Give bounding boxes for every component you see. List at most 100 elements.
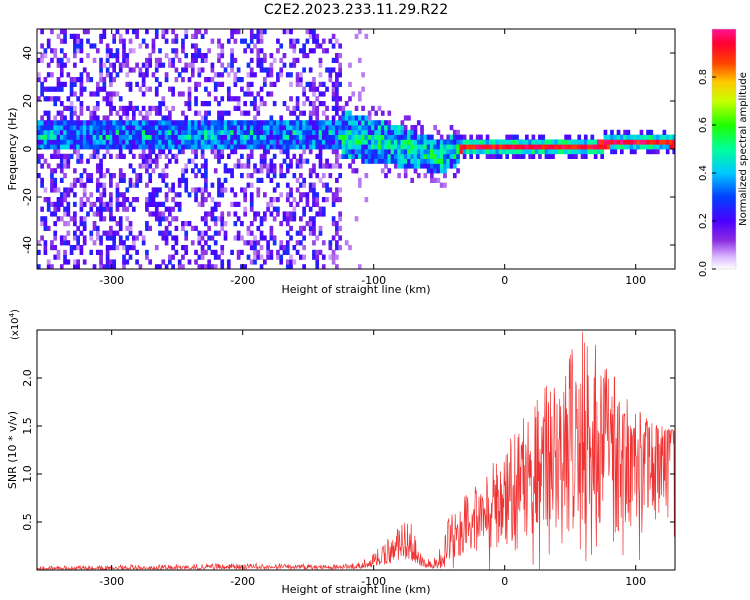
spectrogram-cell (672, 139, 675, 145)
spectrogram-cell (253, 33, 257, 39)
spectrogram-cell (194, 259, 198, 265)
spectrogram-cell (105, 96, 110, 102)
spectrogram-cell (56, 86, 61, 92)
spectrogram-cell (295, 139, 300, 145)
spectrogram-cell (82, 201, 87, 207)
spectrogram-cell (102, 33, 107, 39)
spectrogram-cell (498, 139, 503, 145)
spectrogram-cell (295, 134, 300, 140)
spectrogram-cell (279, 115, 284, 121)
spectrogram-cell (125, 115, 130, 121)
spectrogram-cell (646, 139, 650, 145)
spectrogram-cell (610, 129, 614, 135)
spectrogram-cell (541, 144, 546, 150)
spectrogram-cell (269, 158, 274, 164)
spectrogram-cell (236, 96, 241, 102)
spectrogram-cell (469, 149, 473, 155)
spectrogram-cell (256, 38, 261, 44)
spectrogram-cell (374, 158, 379, 164)
spectrogram-cell (217, 115, 221, 121)
spectrogram-cell (125, 216, 130, 222)
spectrogram-cell (312, 221, 316, 227)
spectrogram-cell (95, 187, 100, 193)
spectrogram-cell (122, 43, 126, 49)
spectrogram-cell (308, 33, 313, 39)
spectrogram-cell (243, 38, 248, 44)
spectrogram-cell (73, 144, 77, 150)
spectrogram-cell (315, 235, 320, 241)
spectrogram-cell (138, 163, 143, 169)
spectrogram-cell (230, 62, 234, 68)
spectrogram-cell (135, 197, 139, 203)
spectrogram-cell (99, 216, 103, 222)
spectrogram-cell (40, 120, 44, 126)
spectrogram-cell (364, 149, 369, 155)
spectrogram-cell (59, 153, 64, 159)
spectrogram-cell (122, 264, 126, 269)
spectrogram-cell (112, 125, 117, 131)
spectrogram-cell (184, 182, 189, 188)
spectrogram-cell (312, 254, 316, 260)
spectrogram-cell (613, 144, 618, 150)
spectrogram-cell (50, 57, 54, 63)
spectrogram-cell (325, 105, 329, 111)
spectrogram-cell (335, 144, 339, 150)
spectrogram-cell (547, 139, 552, 145)
spectrogram-cell (531, 139, 536, 145)
spectrogram-cell (279, 245, 284, 251)
spectrogram-cell (207, 91, 211, 97)
spectrogram-cell (177, 149, 182, 155)
spectrogram-cell (456, 139, 460, 145)
spectrogram-cell (387, 168, 392, 174)
spectrogram-cell (636, 134, 641, 140)
spectrogram-cell (181, 48, 185, 54)
spectrogram-cell (371, 144, 375, 150)
spectrogram-cell (79, 48, 84, 54)
spectrogram-cell (190, 72, 195, 78)
spectrogram-cell (59, 57, 64, 63)
spectrogram-cell (89, 230, 94, 236)
spectrogram-cell (285, 125, 290, 131)
spectrogram-cell (168, 187, 172, 193)
spectrogram-cell (236, 105, 241, 111)
spectrogram-cell (393, 134, 398, 140)
spectrogram-cell (256, 48, 261, 54)
spectrogram-cell (587, 149, 591, 155)
spectrogram-cell (217, 53, 221, 59)
spectrogram-cell (154, 211, 159, 217)
spectrogram-cell (194, 153, 198, 159)
spectrogram-cell (289, 211, 293, 217)
spectrogram-cell (69, 187, 74, 193)
spectrogram-cell (348, 134, 352, 140)
spectrogram-cell (665, 144, 670, 150)
spectrogram-cell (256, 120, 261, 126)
spectrogram-cell (443, 158, 447, 164)
spectrogram-cell (282, 129, 287, 135)
spectrogram-cell (348, 163, 352, 169)
spectrogram-cell (109, 225, 113, 231)
spectrogram-cell (459, 139, 464, 145)
spectrogram-cell (99, 240, 103, 246)
spectrogram-cell (374, 153, 379, 159)
spectrogram-cell (230, 53, 234, 59)
spectrogram-cell (371, 158, 375, 164)
spectrogram-cell (285, 105, 290, 111)
spectrogram-cell (233, 72, 238, 78)
spectrogram-cell (148, 120, 153, 126)
spectrogram-cell (168, 110, 172, 116)
spectrogram-cell (295, 115, 300, 121)
spectrogram-cell (308, 134, 313, 140)
spectrogram-cell (99, 62, 103, 68)
spectrogram-cell (122, 153, 126, 159)
spectrogram-cell (145, 115, 149, 121)
spectrogram-cell (210, 134, 215, 140)
spectrogram-cell (443, 153, 447, 159)
spectrogram-cell (236, 125, 241, 131)
spectrogram-cell (246, 72, 251, 78)
spectrogram-cell (200, 230, 205, 236)
spectrogram-cell (197, 120, 202, 126)
spectrogram-cell (210, 149, 215, 155)
spectrogram-cell (361, 153, 365, 159)
spectrogram-cell (423, 134, 428, 140)
spectrogram-cell (53, 96, 58, 102)
